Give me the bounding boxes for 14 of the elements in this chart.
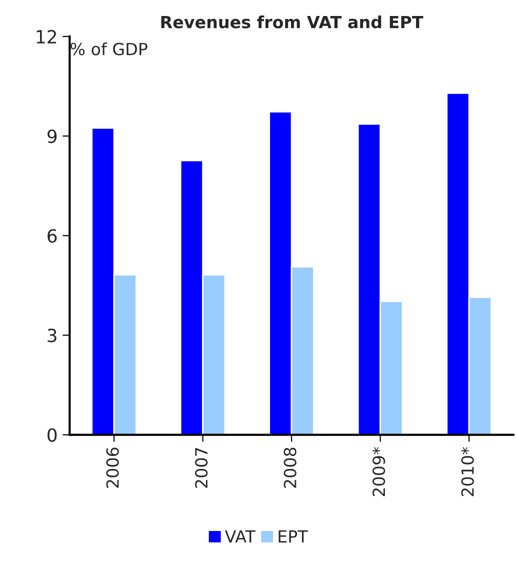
x-tick-label: 2008 <box>284 448 296 488</box>
y-tick-label: 9 <box>48 130 57 144</box>
y-tick-label: 6 <box>48 229 57 243</box>
x-tick-label: 2009* <box>372 447 386 496</box>
x-tick-label: 2010* <box>461 447 474 496</box>
y-tick-label: 12 <box>36 30 56 44</box>
x-tick-label: 2007 <box>195 448 208 488</box>
y-tick-label: 3 <box>48 328 56 342</box>
x-tick-label: 2006 <box>106 448 119 488</box>
legend-label: EPT <box>278 530 308 543</box>
chart-title: Revenues from VAT and EPT <box>161 15 424 28</box>
legend-label: VAT <box>224 530 256 543</box>
y-axis-title: % of GDP <box>70 42 148 56</box>
y-tick-label: 0 <box>48 428 57 442</box>
